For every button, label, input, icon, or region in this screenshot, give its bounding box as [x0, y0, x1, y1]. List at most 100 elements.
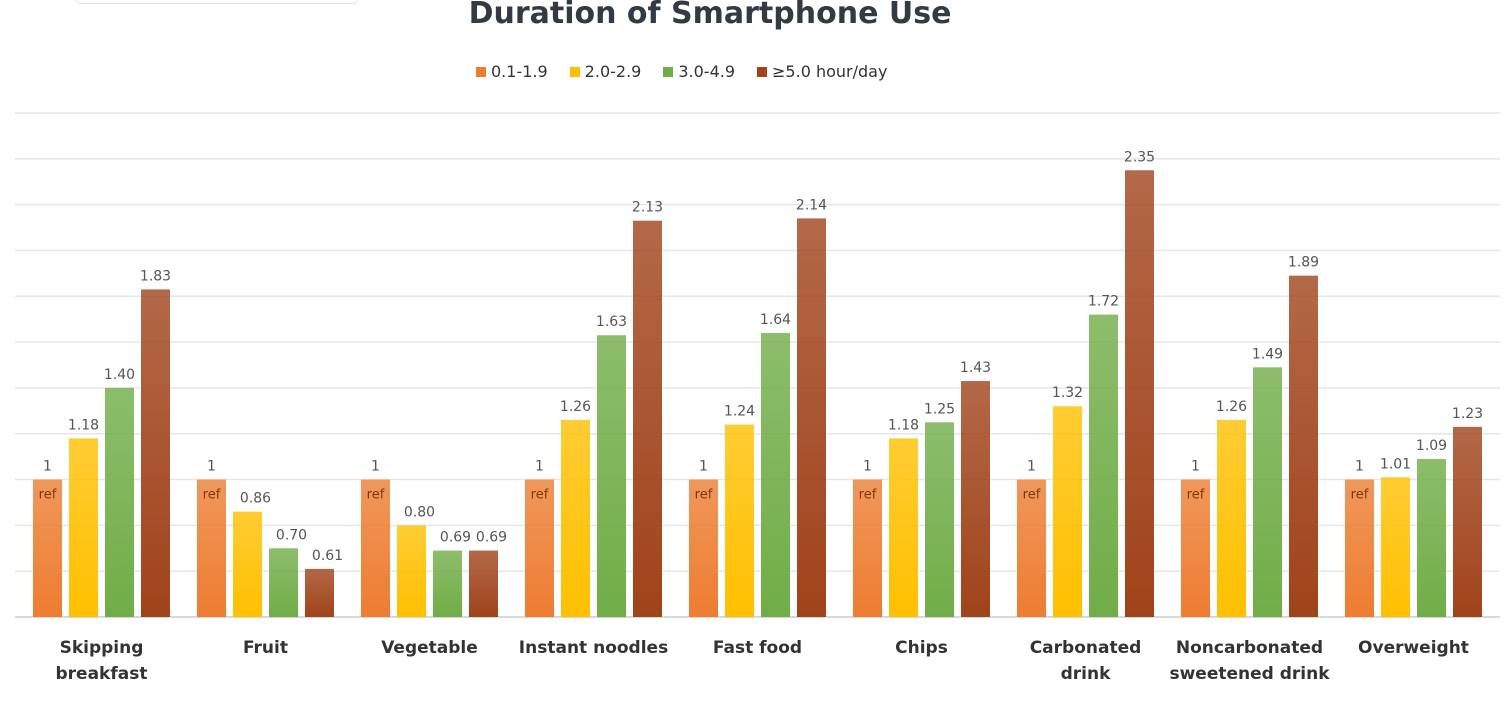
data-label: 1.72: [1088, 294, 1119, 310]
bar-0-1-1-9-0: [33, 479, 62, 617]
data-label: 1.26: [1216, 399, 1247, 415]
data-label: 0.61: [312, 548, 343, 564]
data-label: 0.86: [240, 491, 271, 507]
legend-label: 0.1-1.9: [491, 62, 548, 81]
data-label: 1.32: [1052, 385, 1083, 401]
bar-0-1-1-9-8: [1345, 479, 1374, 617]
bar-0-1-1-9-4: [689, 479, 718, 617]
ref-label: ref: [1351, 488, 1369, 503]
bar--5-0-hour-day-5: [961, 381, 990, 617]
legend-swatch: [569, 66, 580, 77]
data-label: 1: [43, 459, 52, 475]
ref-label: ref: [203, 488, 221, 503]
data-label: 1.01: [1380, 456, 1411, 472]
bar-2-0-2-9-3: [561, 419, 590, 617]
data-label: 1.18: [68, 417, 99, 433]
ref-label: ref: [39, 488, 57, 503]
data-label: 1: [207, 459, 216, 475]
bar-3-0-4-9-1: [269, 548, 298, 617]
legend-swatch: [476, 66, 486, 77]
data-label: 1.25: [924, 401, 955, 417]
legend-item: 2.0-2.9: [569, 62, 642, 81]
category-label: Noncarbonated: [1176, 638, 1323, 658]
ref-label: ref: [859, 488, 877, 503]
legend-label: 3.0-4.9: [678, 62, 736, 81]
category-label: Vegetable: [381, 638, 478, 658]
legend-item: ≥5.0 hour/day: [757, 62, 887, 81]
ref-label: ref: [531, 488, 549, 503]
ref-label: ref: [1023, 488, 1041, 503]
ref-label: ref: [367, 488, 385, 503]
bar-3-0-4-9-5: [925, 422, 954, 617]
category-label: Overweight: [1358, 638, 1469, 658]
legend: 0.1-1.9 2.0-2.9 3.0-4.9 ≥5.0 hour/day: [476, 62, 887, 81]
legend-swatch: [757, 66, 768, 77]
category-label: Fruit: [243, 638, 288, 658]
legend-label: 2.0-2.9: [584, 62, 642, 81]
bar-0-1-1-9-1: [197, 479, 226, 617]
data-label: 0.80: [404, 504, 435, 520]
bar-3-0-4-9-4: [761, 332, 790, 617]
legend-item: 0.1-1.9: [476, 62, 548, 81]
bar-0-1-1-9-5: [853, 479, 882, 617]
data-label: 1: [1191, 459, 1200, 475]
category-label: Chips: [895, 638, 948, 658]
bar-2-0-2-9-6: [1053, 406, 1082, 617]
data-label: 2.13: [632, 200, 663, 216]
data-label: 1: [1355, 459, 1364, 475]
data-label: 1: [535, 459, 544, 475]
legend-item: 3.0-4.9: [663, 62, 735, 81]
bar--5-0-hour-day-1: [305, 568, 334, 617]
bar--5-0-hour-day-4: [797, 218, 826, 617]
data-label: 0.69: [476, 530, 507, 546]
data-label: 2.35: [1124, 149, 1155, 165]
bar-3-0-4-9-8: [1417, 458, 1446, 617]
bar--5-0-hour-day-3: [633, 220, 662, 617]
data-label: 1.09: [1416, 438, 1447, 454]
ref-label: ref: [1187, 488, 1205, 503]
data-label: 1.18: [888, 417, 919, 433]
data-label: 1.24: [724, 404, 755, 420]
bar-3-0-4-9-7: [1253, 367, 1282, 617]
bar-0-1-1-9-2: [361, 479, 390, 617]
category-label: Carbonated: [1030, 638, 1142, 658]
bar-2-0-2-9-1: [233, 511, 262, 617]
bar-2-0-2-9-4: [725, 424, 754, 617]
bar-0-1-1-9-6: [1017, 479, 1046, 617]
category-label: Instant noodles: [519, 638, 668, 658]
bar-0-1-1-9-3: [525, 479, 554, 617]
bar-3-0-4-9-2: [433, 550, 462, 617]
data-label: 2.14: [796, 197, 827, 213]
data-label: 1.83: [140, 268, 171, 284]
category-label: drink: [1061, 664, 1111, 684]
chart-title: Duration of Smartphone Use: [468, 0, 952, 31]
bar--5-0-hour-day-7: [1289, 275, 1318, 617]
data-label: 1: [863, 459, 872, 475]
bar-3-0-4-9-6: [1089, 314, 1118, 617]
category-label: Skipping: [60, 638, 144, 658]
data-label: 1.26: [560, 399, 591, 415]
data-label: 1.49: [1252, 346, 1283, 362]
bar-3-0-4-9-0: [105, 387, 134, 617]
bar--5-0-hour-day-6: [1125, 170, 1154, 618]
data-label: 1.89: [1288, 255, 1319, 271]
data-label: 0.69: [440, 530, 471, 546]
data-label: 1.64: [760, 312, 791, 328]
bar-3-0-4-9-3: [597, 335, 626, 617]
ref-label: ref: [695, 488, 713, 503]
bar-2-0-2-9-7: [1217, 419, 1246, 617]
bar--5-0-hour-day-0: [141, 289, 170, 617]
data-label: 1.40: [104, 367, 135, 383]
legend-swatch: [663, 66, 674, 77]
bar-0-1-1-9-7: [1181, 479, 1210, 617]
data-label: 1: [371, 459, 380, 475]
data-label: 1.23: [1452, 406, 1483, 422]
data-label: 0.70: [276, 527, 307, 543]
category-label: Fast food: [713, 638, 802, 658]
legend-label: ≥5.0 hour/day: [772, 62, 888, 81]
bar-2-0-2-9-0: [69, 438, 98, 617]
bar-2-0-2-9-8: [1381, 477, 1410, 617]
data-label: 1.43: [960, 360, 991, 376]
bar-2-0-2-9-2: [397, 525, 426, 617]
